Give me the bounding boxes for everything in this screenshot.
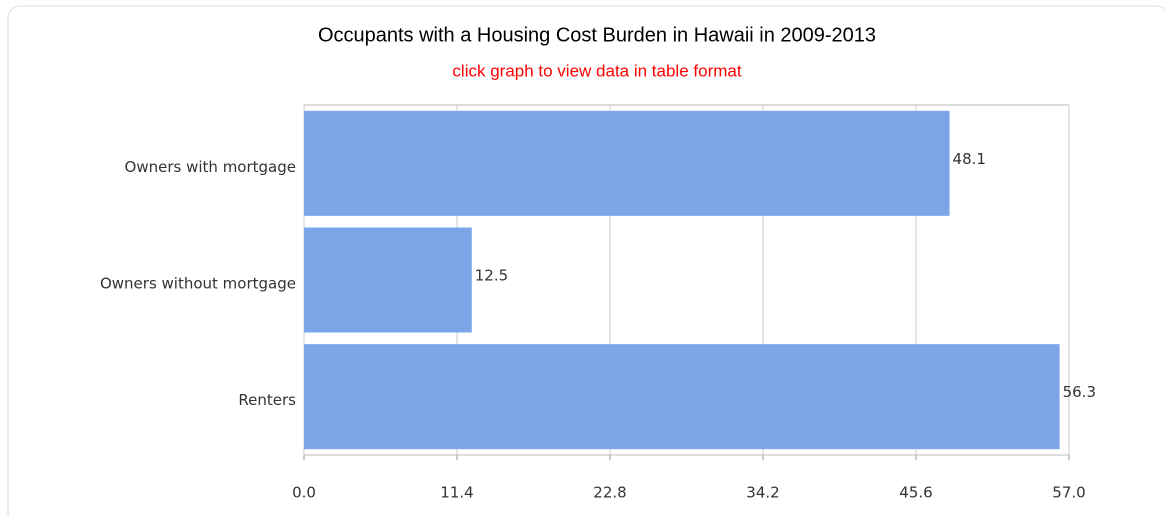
bar — [304, 110, 950, 216]
data-label: 56.3 — [1063, 383, 1096, 401]
y-tick-label: Owners with mortgage — [125, 158, 296, 176]
chart-subtitle[interactable]: click graph to view data in table format — [452, 61, 741, 80]
x-tick-label: 45.6 — [899, 484, 932, 502]
data-label: 48.1 — [953, 150, 986, 168]
bar — [304, 344, 1060, 450]
x-tick-label: 34.2 — [746, 484, 779, 502]
bar — [304, 227, 472, 333]
x-tick-label: 57.0 — [1052, 484, 1085, 502]
data-label: 12.5 — [475, 267, 508, 285]
x-tick-label: 11.4 — [440, 484, 473, 502]
x-tick-label: 0.0 — [292, 484, 316, 502]
y-tick-label: Owners without mortgage — [100, 275, 296, 293]
x-tick-label: 22.8 — [593, 484, 626, 502]
chart-title: Occupants with a Housing Cost Burden in … — [318, 24, 876, 46]
y-tick-label: Renters — [238, 391, 296, 409]
